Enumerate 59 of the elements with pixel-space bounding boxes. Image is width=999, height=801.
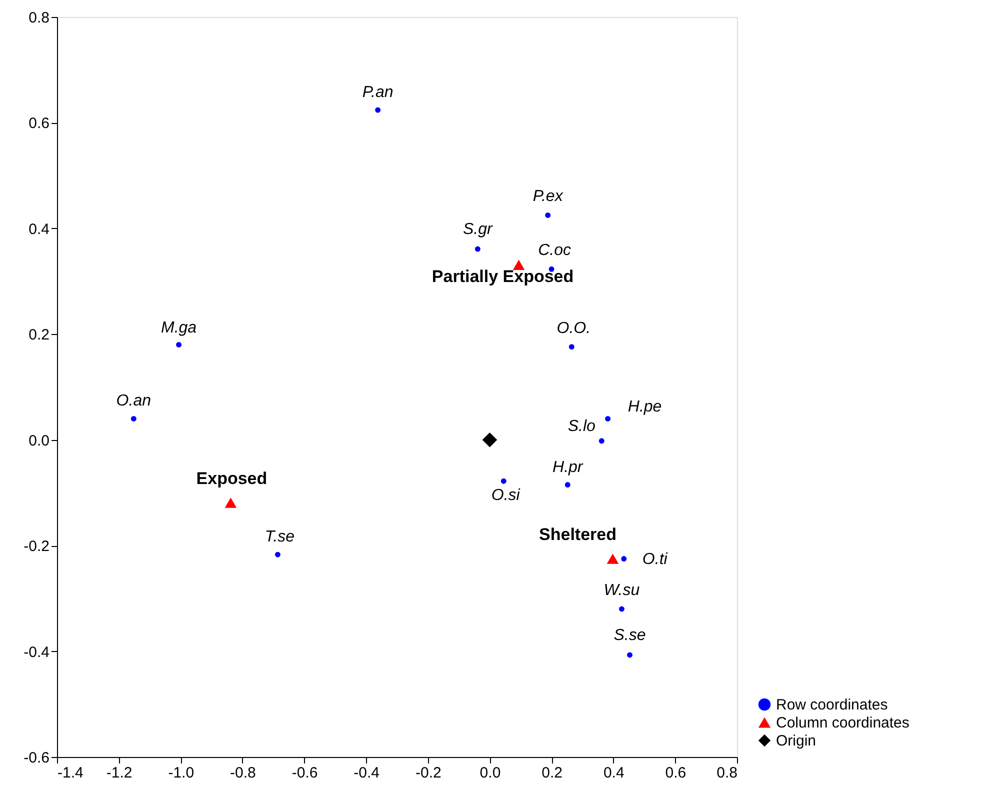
annotation: S.gr (463, 221, 494, 238)
annotation: Partially Exposed (432, 266, 574, 286)
point (176, 342, 182, 348)
legend-label: Row coordinates (776, 696, 888, 714)
point (618, 606, 624, 612)
point (568, 344, 574, 350)
y-tick-label: 0.8 (28, 10, 50, 26)
x-tick-label: -0.6 (292, 764, 318, 782)
x-tick-label: -1.4 (58, 764, 84, 782)
annotation: C.oc (538, 242, 571, 260)
y-tick-label: 0.2 (28, 326, 50, 344)
annotation: T.se (264, 528, 295, 546)
x-tick-label: 0.8 (716, 764, 738, 782)
annotation: O.an (116, 392, 152, 410)
x-tick-label: -0.8 (230, 764, 256, 782)
annotation: P.ex (532, 188, 564, 206)
annotation: S.lo (568, 418, 596, 435)
annotation: H.pe (628, 398, 662, 416)
point (564, 482, 570, 488)
x-tick-label: -1.0 (168, 764, 194, 782)
x-tick-label: 0.2 (542, 764, 562, 782)
point (545, 212, 551, 218)
annotation: O.si (491, 487, 520, 504)
point (474, 246, 480, 252)
point (224, 498, 237, 508)
point (598, 438, 604, 444)
annotation: M.ga (160, 320, 197, 337)
legend-label: Origin (776, 732, 816, 750)
x-tick-label: 0.4 (603, 764, 624, 782)
annotation: Sheltered (539, 524, 616, 544)
point (500, 478, 506, 484)
annotation: O.ti (642, 550, 668, 568)
annotation: Exposed (196, 468, 268, 488)
y-tick-label: 0.6 (28, 115, 50, 132)
x-tick-label: 0.0 (480, 764, 501, 782)
x-tick-label: -0.2 (415, 764, 442, 782)
point (375, 107, 381, 113)
y-tick-label: -0.4 (24, 644, 50, 661)
point (482, 432, 498, 448)
y-tick-label: -0.6 (24, 750, 50, 766)
point (627, 652, 632, 658)
x-tick-label: 0.6 (665, 764, 686, 782)
annotation: W.su (604, 582, 640, 599)
y-tick-label: -0.2 (24, 538, 50, 556)
annotation: O.O. (556, 320, 591, 337)
point (605, 416, 611, 422)
y-tick-label: 0.0 (28, 432, 50, 450)
legend-label: Column coordinates (776, 714, 910, 732)
point (621, 556, 627, 562)
x-tick-label: -1.2 (106, 764, 132, 782)
annotation: H.pr (552, 458, 584, 476)
point (512, 260, 525, 270)
y-tick-label: 0.4 (28, 220, 50, 238)
point (606, 554, 619, 564)
annotation: S.se (614, 626, 646, 644)
x-tick-label: -0.4 (354, 764, 380, 782)
point (130, 416, 136, 422)
annotation: P.an (362, 84, 394, 102)
point (274, 552, 280, 558)
